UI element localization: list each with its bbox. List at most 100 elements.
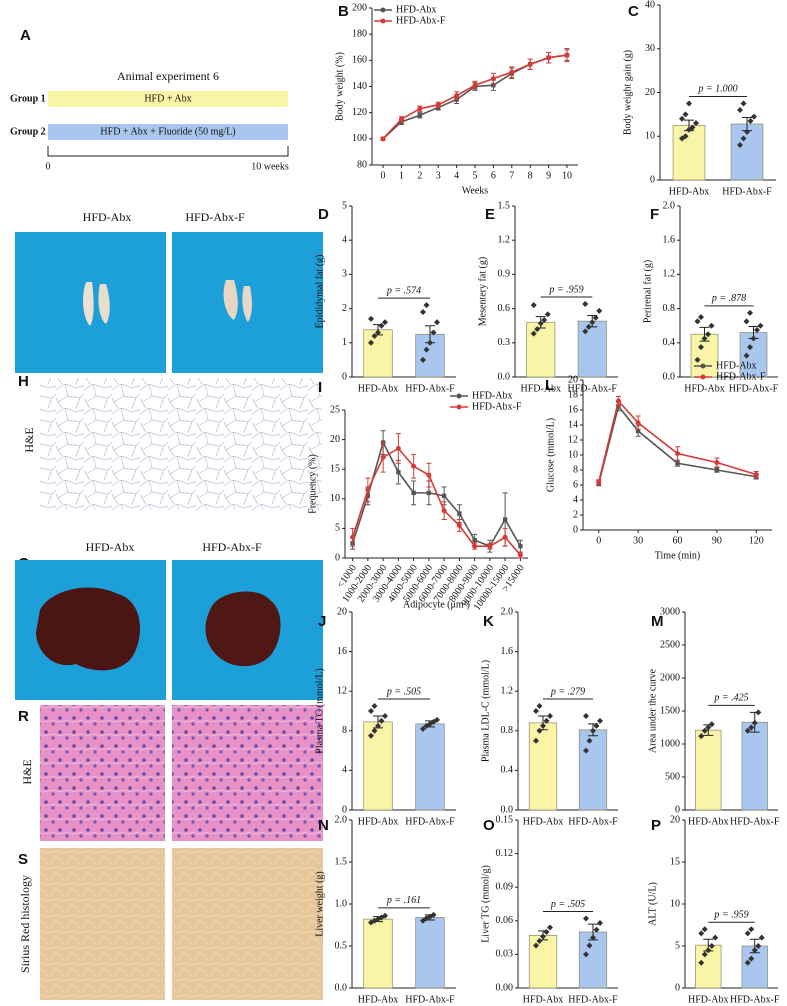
data-point — [708, 943, 715, 949]
data-point — [589, 319, 596, 326]
x-tick-label: HFD-Abx-F — [730, 994, 780, 1005]
data-point — [682, 111, 689, 118]
data-point — [586, 942, 593, 949]
bar — [363, 918, 393, 989]
y-tick-label: 20 — [568, 374, 578, 385]
y-tick-label: 1.2 — [498, 234, 511, 245]
marker — [365, 487, 371, 493]
marker — [454, 93, 460, 99]
data-point — [694, 318, 701, 325]
y-axis-label: Plasma TC (mmol/L) — [314, 668, 325, 753]
x-tick-label: HFD-Abx-F — [405, 994, 455, 1005]
data-point — [430, 329, 437, 336]
data-point — [698, 344, 704, 351]
y-tick-label: 0.09 — [496, 881, 514, 892]
panel-letter: I — [318, 379, 322, 396]
data-point — [590, 727, 596, 734]
y-axis-label: ALT (U/L) — [647, 882, 658, 926]
p-value: p = .505 — [386, 686, 421, 697]
data-point — [751, 719, 758, 726]
marker — [564, 52, 570, 58]
data-point — [743, 318, 750, 325]
data-point — [755, 943, 762, 949]
data-point — [378, 717, 385, 724]
bar — [741, 721, 768, 811]
y-tick-label: 0.06 — [496, 915, 514, 926]
data-point — [698, 314, 704, 321]
y-tick-label: 6 — [573, 479, 578, 490]
data-point — [423, 302, 430, 309]
data-point — [583, 712, 589, 719]
y-tick-label: 120 — [352, 107, 367, 118]
legend-marker — [380, 18, 386, 24]
panel-letter: K — [483, 613, 494, 630]
bar — [363, 329, 393, 378]
y-tick-label: 0.5 — [335, 940, 348, 951]
stain-label: H&E — [22, 427, 36, 452]
marker — [457, 511, 462, 516]
data-point — [740, 135, 747, 142]
group-bar — [48, 91, 288, 107]
data-point — [694, 356, 701, 363]
p-value: p = .505 — [550, 899, 585, 910]
y-tick-label: 4 — [573, 494, 578, 505]
data-point — [430, 911, 437, 918]
data-point — [679, 115, 685, 122]
y-tick-label: 0.8 — [501, 725, 514, 736]
y-tick-label: 10 — [645, 131, 655, 142]
y-tick-label: 0 — [675, 804, 680, 815]
y-tick-label: 0 — [342, 371, 347, 382]
marker — [518, 543, 523, 549]
y-tick-label: 12 — [337, 685, 347, 696]
data-point — [744, 959, 751, 966]
data-point — [536, 937, 543, 944]
marker — [472, 543, 478, 549]
x-tick-label: 2 — [417, 170, 422, 181]
timeline-label: 10 weeks — [251, 161, 289, 172]
data-point — [712, 934, 719, 941]
y-tick-label: 2 — [342, 303, 347, 314]
data-point — [583, 915, 589, 922]
data-point — [547, 712, 553, 719]
marker — [441, 493, 447, 499]
legend-marker — [700, 374, 706, 380]
data-point — [537, 320, 544, 327]
data-point — [533, 737, 539, 744]
data-point — [583, 951, 589, 958]
treatment-label: HFD + Abx + Fluoride (50 mg/L) — [100, 126, 235, 137]
data-point — [533, 708, 539, 714]
timeline-label: 0 — [46, 161, 51, 172]
marker — [616, 404, 621, 409]
y-tick-label: 1 — [342, 337, 347, 348]
x-axis-label: Time (min) — [655, 550, 700, 561]
data-point — [371, 703, 378, 710]
y-tick-label: 12 — [568, 434, 578, 445]
x-tick-label: 120 — [749, 535, 764, 546]
y-tick-label: 0 — [650, 174, 655, 185]
photo-label: HFD-Abx-F — [185, 210, 245, 224]
panel-letter: A — [20, 27, 31, 44]
y-tick-label: 0.0 — [335, 982, 348, 993]
histology-image — [172, 848, 323, 1000]
panel-letter: P — [651, 817, 661, 834]
y-tick-label: 0 — [335, 552, 340, 563]
y-tick-label: 100 — [352, 133, 367, 144]
y-tick-label: 10 — [670, 898, 680, 909]
x-axis-label: Weeks — [462, 185, 489, 196]
bar — [526, 321, 556, 378]
data-point — [533, 942, 539, 949]
y-axis-label: Body weight (%) — [334, 52, 345, 121]
panel-letter: C — [628, 3, 639, 20]
x-tick-label: HFD-Abx — [358, 816, 399, 827]
data-point — [543, 717, 550, 724]
marker — [411, 463, 417, 469]
panel-letter: N — [318, 817, 329, 834]
x-tick-label: 30 — [633, 535, 643, 546]
p-value: p = .574 — [386, 285, 421, 296]
y-tick-label: 3 — [342, 269, 347, 280]
y-tick-label: 0.00 — [496, 982, 514, 993]
marker — [472, 82, 478, 88]
x-tick-label: 3 — [436, 170, 441, 181]
bar — [415, 917, 445, 989]
data-point — [534, 326, 541, 333]
